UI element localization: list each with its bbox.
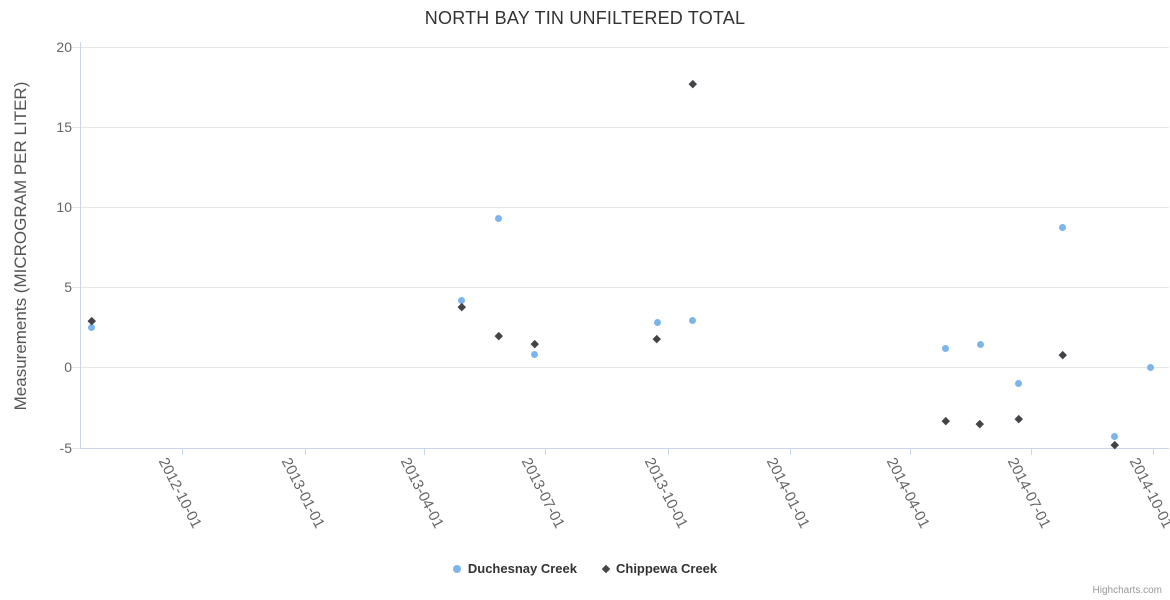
- x-axis-label: 2014-01-01: [762, 454, 813, 531]
- data-point-chippewa-creek[interactable]: [689, 79, 697, 88]
- legend: Duchesnay Creek Chippewa Creek: [0, 561, 1170, 576]
- credits-link[interactable]: Highcharts.com: [1092, 585, 1162, 596]
- x-axis-label: 2014-07-01: [1003, 454, 1054, 531]
- x-tick-mark: [1030, 448, 1032, 455]
- data-point-chippewa-creek[interactable]: [494, 331, 503, 340]
- data-point-duchesnay-creek[interactable]: [458, 296, 466, 304]
- x-axis-label: 2013-07-01: [518, 454, 569, 531]
- x-axis-label: 2014-10-01: [1125, 454, 1170, 531]
- data-point-duchesnay-creek[interactable]: [531, 351, 539, 359]
- y-tick-mark: [72, 287, 80, 289]
- data-point-chippewa-creek[interactable]: [976, 419, 985, 428]
- data-point-chippewa-creek[interactable]: [653, 334, 661, 343]
- y-tick-mark: [72, 207, 80, 209]
- y-tick-mark: [72, 447, 80, 449]
- x-axis-label: 2013-04-01: [397, 454, 448, 531]
- chart-title: NORTH BAY TIN UNFILTERED TOTAL: [424, 8, 746, 28]
- legend-item-chippewa-creek[interactable]: Chippewa Creek: [601, 561, 718, 576]
- data-point-duchesnay-creek[interactable]: [88, 323, 96, 331]
- diamond-marker-icon: [601, 564, 611, 573]
- x-axis-label: 2013-10-01: [640, 454, 691, 531]
- circle-marker-icon: [452, 564, 461, 573]
- data-point-duchesnay-creek[interactable]: [495, 214, 503, 222]
- y-axis-label: 10: [56, 199, 72, 216]
- y-gridline: [80, 287, 1169, 289]
- y-axis-line: [80, 42, 81, 448]
- y-axis-label: -5: [59, 439, 72, 456]
- data-point-duchesnay-creek[interactable]: [1110, 432, 1118, 440]
- y-axis-label: 0: [64, 359, 72, 376]
- data-point-duchesnay-creek[interactable]: [1146, 363, 1154, 371]
- data-point-chippewa-creek[interactable]: [1058, 350, 1067, 359]
- x-axis-label: 2013-01-01: [277, 454, 328, 531]
- x-tick-mark: [667, 448, 669, 455]
- x-axis-label: 2014-04-01: [882, 454, 933, 531]
- y-tick-mark: [72, 367, 80, 369]
- data-point-chippewa-creek[interactable]: [457, 302, 466, 311]
- x-tick-mark: [1153, 448, 1155, 455]
- x-tick-mark: [424, 448, 426, 455]
- data-point-duchesnay-creek[interactable]: [653, 318, 661, 326]
- x-tick-mark: [545, 448, 547, 455]
- y-gridline: [80, 126, 1169, 128]
- y-gridline: [80, 367, 1169, 369]
- legend-label: Duchesnay Creek: [467, 561, 577, 576]
- x-axis-line: [80, 447, 1169, 449]
- y-axis-label: 15: [56, 118, 72, 135]
- legend-label: Chippewa Creek: [615, 561, 718, 576]
- y-axis-label: 20: [56, 38, 72, 55]
- x-tick-mark: [790, 448, 792, 455]
- y-gridline: [80, 207, 1169, 209]
- x-axis-label: 2012-10-01: [155, 454, 206, 531]
- y-tick-mark: [72, 46, 80, 48]
- x-tick-mark: [182, 448, 184, 455]
- data-point-duchesnay-creek[interactable]: [1015, 379, 1023, 387]
- y-axis-label: 5: [64, 279, 72, 296]
- y-tick-mark: [72, 126, 80, 128]
- data-point-chippewa-creek[interactable]: [941, 416, 950, 425]
- y-gridline: [80, 46, 1169, 48]
- data-point-duchesnay-creek[interactable]: [1059, 224, 1067, 232]
- legend-item-duchesnay-creek[interactable]: Duchesnay Creek: [452, 561, 577, 576]
- x-tick-mark: [909, 448, 911, 455]
- data-point-duchesnay-creek[interactable]: [976, 341, 984, 349]
- x-tick-mark: [304, 448, 306, 455]
- data-point-chippewa-creek[interactable]: [530, 339, 539, 348]
- data-point-duchesnay-creek[interactable]: [689, 317, 697, 325]
- data-point-duchesnay-creek[interactable]: [942, 344, 950, 352]
- data-point-chippewa-creek[interactable]: [1014, 414, 1023, 423]
